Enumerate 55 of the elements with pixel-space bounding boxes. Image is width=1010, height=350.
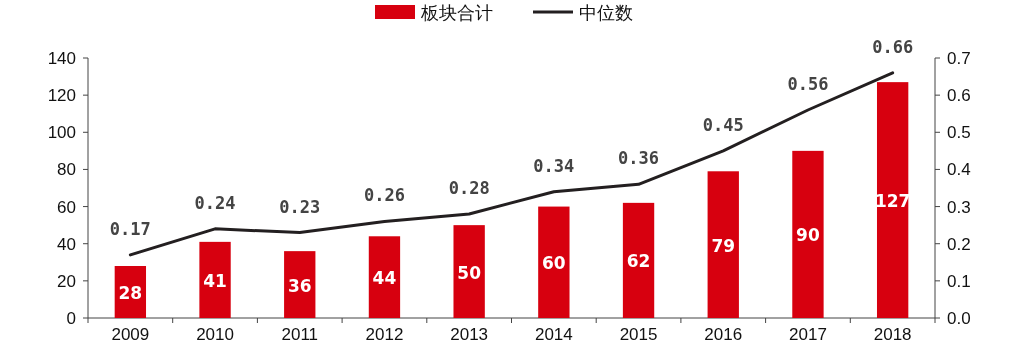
data-label: 0.34 — [533, 155, 575, 176]
data-label: 0.28 — [448, 178, 490, 198]
bar — [199, 241, 231, 318]
data-label: 36 — [287, 275, 312, 296]
data-label: 60 — [542, 253, 566, 274]
y-tick-label: 60 — [57, 197, 76, 217]
y-tick-label: 140 — [47, 49, 76, 68]
bar — [792, 150, 824, 318]
bar — [622, 202, 655, 318]
y2-tick-label: 0.7 — [947, 49, 971, 68]
y2-tick-label: 0.4 — [947, 160, 971, 180]
bar — [707, 171, 739, 318]
y2-tick-label: 0.0 — [947, 309, 971, 328]
y2-tick-label: 0.5 — [947, 123, 971, 143]
y2-tick-label: 0.2 — [947, 234, 971, 254]
y-tick-label: 40 — [57, 234, 76, 254]
data-label: 28 — [118, 283, 143, 303]
data-label: 90 — [796, 225, 820, 246]
y2-tick-label: 0.3 — [947, 197, 971, 217]
data-label: 0.66 — [872, 36, 914, 57]
x-tick-label: 2012 — [365, 325, 404, 344]
data-label: 41 — [203, 270, 227, 291]
x-tick-label: 2014 — [534, 325, 573, 344]
x-tick-label: 2011 — [281, 325, 319, 344]
y2-tick-label: 0.6 — [947, 86, 971, 106]
bar — [453, 225, 485, 318]
data-label: 0.56 — [787, 74, 829, 94]
y2-tick-label: 0.1 — [947, 271, 971, 291]
data-label: 0.23 — [279, 196, 321, 217]
bar — [876, 82, 909, 318]
x-tick-label: 2017 — [789, 325, 827, 344]
legend-label: 中位数 — [579, 3, 633, 23]
y-tick-label: 80 — [57, 160, 76, 180]
x-tick-label: 2013 — [450, 325, 489, 344]
data-label: 0.24 — [194, 192, 236, 213]
data-label: 0.17 — [109, 218, 151, 239]
x-tick-label: 2016 — [704, 325, 743, 344]
x-tick-label: 2010 — [196, 325, 234, 344]
bar — [368, 236, 401, 318]
data-label: 0.45 — [702, 114, 744, 135]
x-tick-label: 2009 — [111, 325, 150, 344]
data-label: 44 — [372, 268, 397, 289]
y-tick-label: 100 — [47, 123, 76, 143]
legend-label: 板块合计 — [420, 3, 493, 23]
x-tick-label: 2015 — [619, 325, 658, 344]
data-label: 0.36 — [618, 148, 660, 169]
data-label: 79 — [711, 235, 736, 256]
y-tick-label: 0 — [66, 309, 76, 328]
data-label: 50 — [457, 262, 482, 283]
y-tick-label: 120 — [47, 86, 76, 106]
bar — [538, 206, 570, 318]
data-label: 0.26 — [363, 185, 405, 206]
x-tick-label: 2018 — [873, 325, 912, 344]
data-label: 62 — [626, 251, 651, 272]
y-tick-label: 20 — [57, 271, 76, 291]
